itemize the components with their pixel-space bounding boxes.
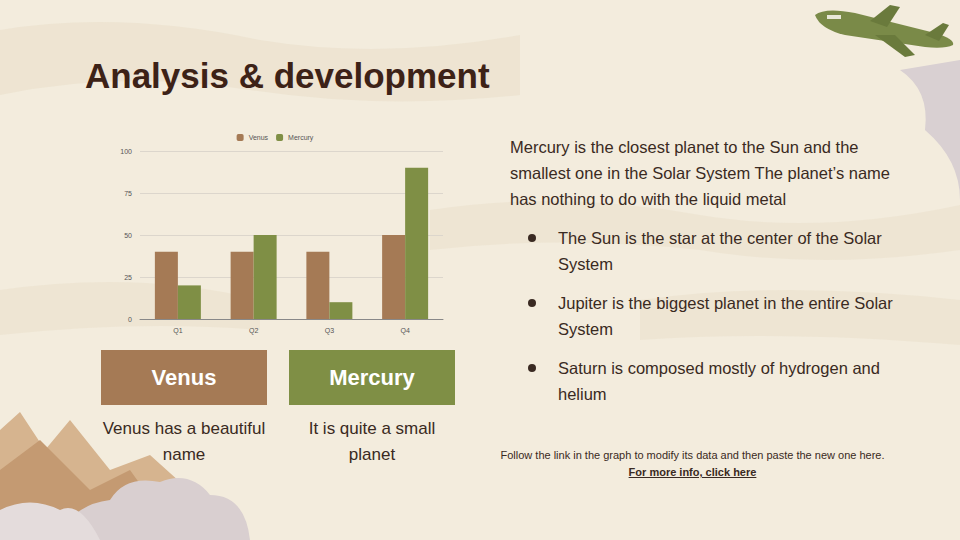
svg-text:Q2: Q2 [249, 327, 258, 335]
html-text:Mercury: Mercury [329, 364, 415, 390]
html-text:The Sun is the star at the cen: The Sun is the star at the center of the… [558, 229, 882, 273]
svg-text:Q1: Q1 [173, 327, 182, 335]
svg-text:Mercury: Mercury [288, 134, 314, 142]
html-text:Follow the link in the graph t: Follow the link in the graph to modify i… [500, 449, 885, 461]
html-text:Analysis & development: Analysis & development [85, 56, 490, 95]
html-text:For more info, click here: For more info, click here [628, 466, 757, 478]
html-text:Saturn is composed mostly of h: Saturn is composed mostly of hydrogen an… [558, 359, 880, 403]
svg-text:Q3: Q3 [325, 327, 334, 335]
html-text:Mercury is the closest planet: Mercury is the closest planet to the Sun… [510, 138, 890, 208]
svg-text:25: 25 [124, 274, 132, 281]
svg-text:0: 0 [128, 316, 132, 323]
html-text:Venus: Venus [151, 364, 217, 390]
svg-text:Venus: Venus [249, 134, 269, 141]
svg-text:75: 75 [124, 190, 132, 197]
html-text:Jupiter is the biggest planet: Jupiter is the biggest planet in the ent… [558, 294, 893, 338]
html-text:It is quite a small planet: It is quite a small planet [308, 419, 436, 464]
svg-text:50: 50 [124, 232, 132, 239]
html-text:Venus has a beautiful name: Venus has a beautiful name [102, 419, 266, 464]
svg-text:Q4: Q4 [400, 327, 409, 335]
svg-text:100: 100 [120, 148, 132, 155]
